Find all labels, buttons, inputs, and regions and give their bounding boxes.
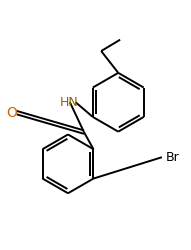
Text: HN: HN <box>59 96 78 109</box>
Text: O: O <box>7 106 18 120</box>
Text: Br: Br <box>166 151 179 164</box>
